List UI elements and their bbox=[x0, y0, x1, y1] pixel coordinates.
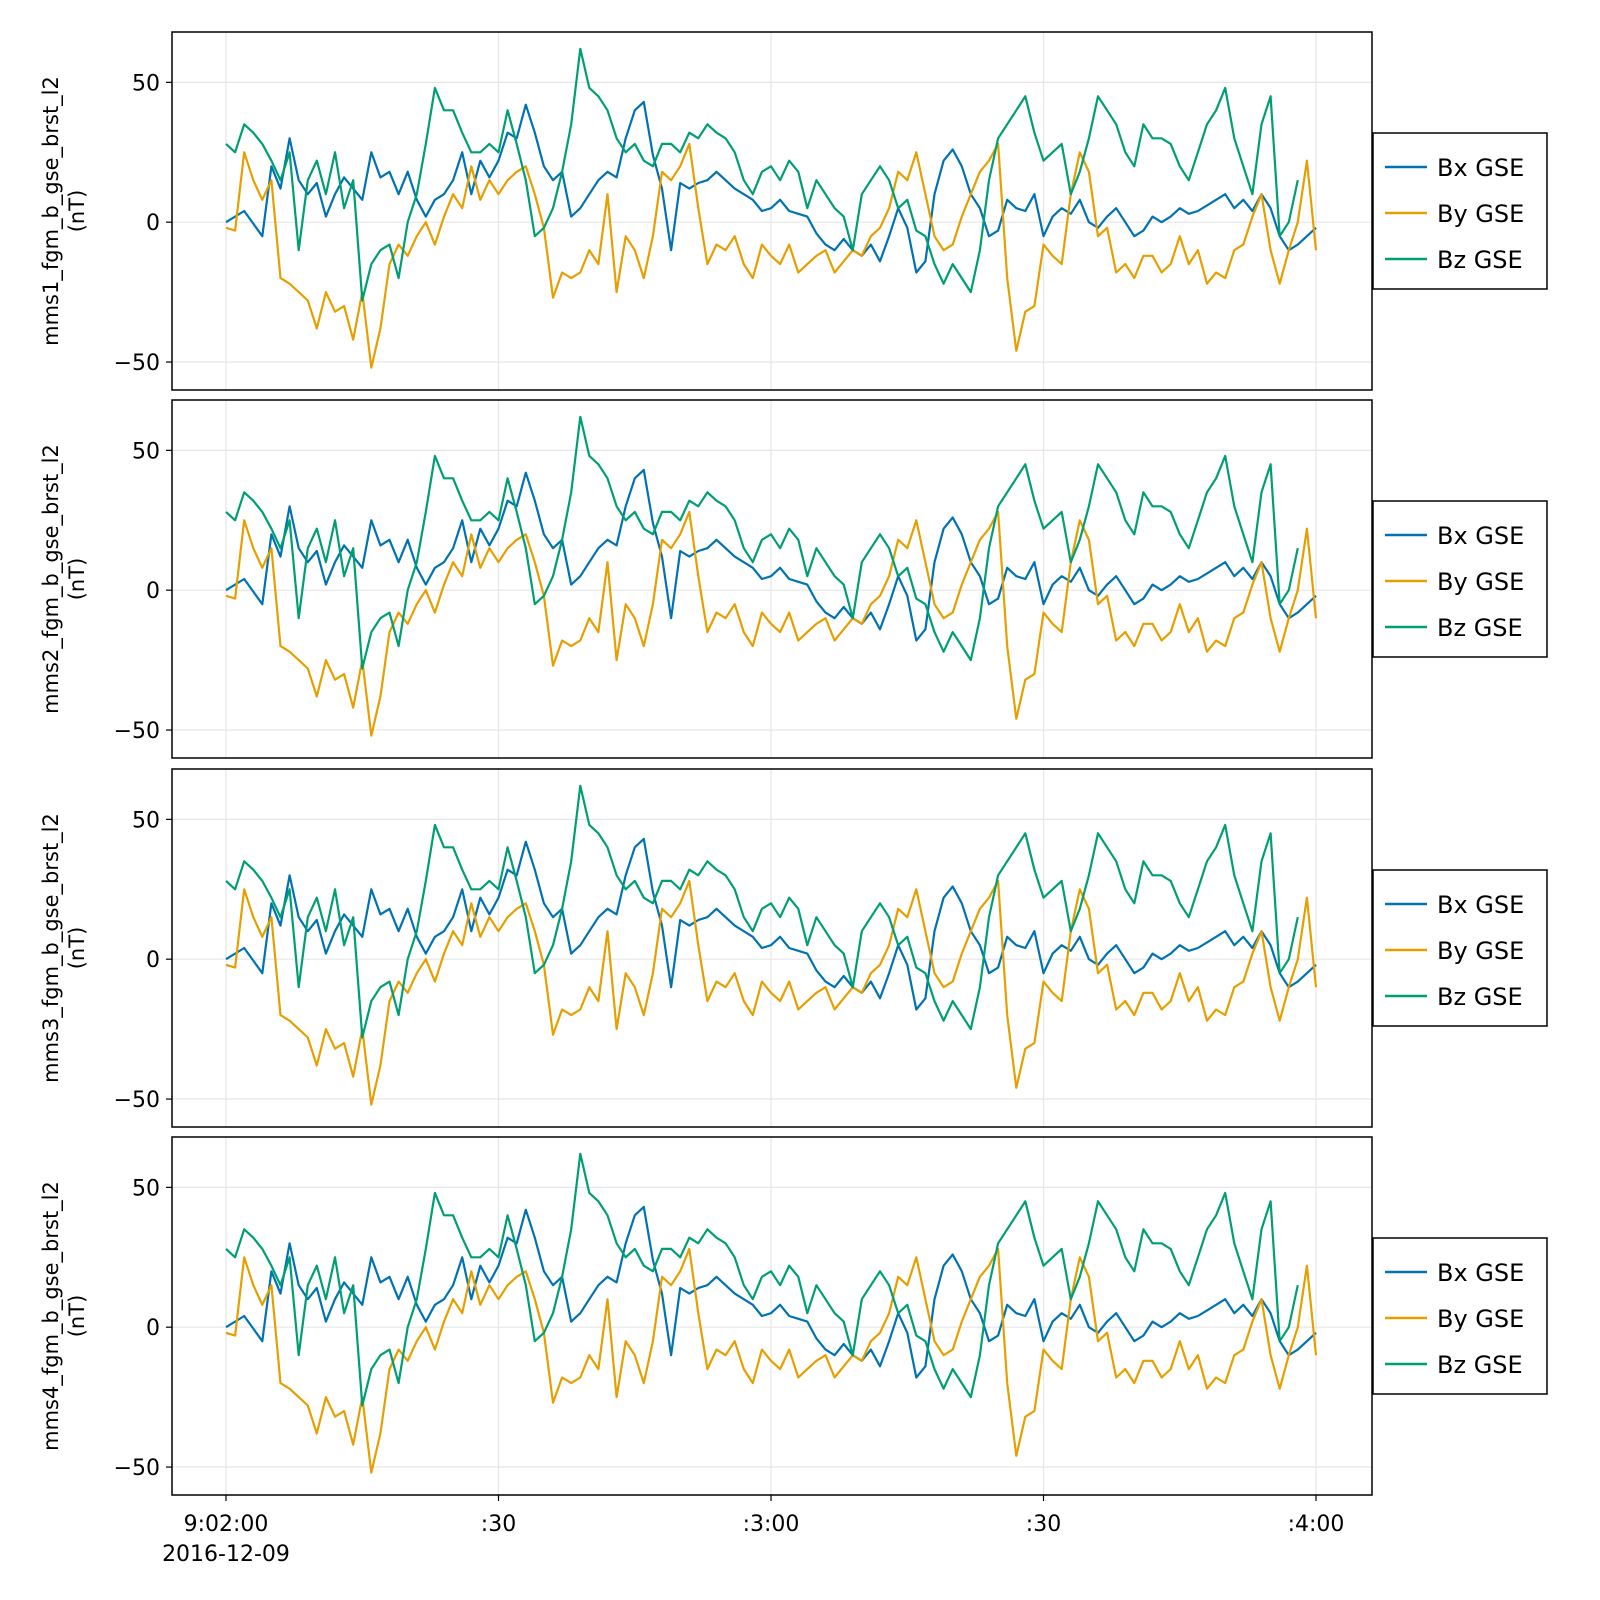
y-tick-label: 50 bbox=[132, 808, 160, 833]
y-axis-label: mms3_fgm_b_gse_brst_l2 bbox=[39, 813, 64, 1083]
legend-label: By GSE bbox=[1437, 1305, 1524, 1333]
series-line-bz-gse bbox=[225, 784, 1299, 1039]
y-axis-label: mms1_fgm_b_gse_brst_l2 bbox=[39, 76, 64, 346]
x-tick-label: :3:00 bbox=[743, 1512, 800, 1537]
y-tick-label: −50 bbox=[114, 1456, 160, 1481]
plot-frame bbox=[171, 399, 1373, 759]
legend: Bx GSE By GSE Bz GSE bbox=[1372, 1237, 1548, 1395]
panel-2: 50 0 −50 mms2_fgm_b_gse_brst_l2 (nT) Bx GSE By… bbox=[39, 399, 1548, 759]
y-tick-label: 50 bbox=[132, 1176, 160, 1201]
legend: Bx GSE By GSE Bz GSE bbox=[1372, 869, 1548, 1027]
series-line-by-gse bbox=[225, 142, 1318, 369]
legend-box bbox=[1372, 500, 1548, 658]
y-tick-label: −50 bbox=[114, 351, 160, 376]
x-tick-label: :4:00 bbox=[1288, 1512, 1345, 1537]
y-tick-label: −50 bbox=[114, 1088, 160, 1113]
legend: Bx GSE By GSE Bz GSE bbox=[1372, 132, 1548, 290]
series-line-by-gse bbox=[225, 1247, 1318, 1474]
y-axis-label: mms4_fgm_b_gse_brst_l2 bbox=[39, 1181, 64, 1451]
legend-label: Bx GSE bbox=[1437, 891, 1524, 919]
y-tick-label: 0 bbox=[146, 211, 160, 236]
legend-box bbox=[1372, 1237, 1548, 1395]
plot-frame bbox=[171, 1136, 1373, 1496]
y-axis-unit: (nT) bbox=[65, 1295, 89, 1338]
legend-label: Bz GSE bbox=[1437, 1351, 1523, 1379]
y-axis-label: mms2_fgm_b_gse_brst_l2 bbox=[39, 444, 64, 714]
plot-frame bbox=[171, 31, 1373, 391]
legend-label: Bz GSE bbox=[1437, 246, 1523, 274]
plot-frame bbox=[171, 768, 1373, 1128]
legend-label: By GSE bbox=[1437, 937, 1524, 965]
series-line-bz-gse bbox=[225, 47, 1299, 302]
legend: Bx GSE By GSE Bz GSE bbox=[1372, 500, 1548, 658]
series-line-bx-gse bbox=[225, 100, 1317, 274]
series-line-bx-gse bbox=[225, 1205, 1317, 1379]
legend-box bbox=[1372, 132, 1548, 290]
series-line-by-gse bbox=[225, 879, 1318, 1106]
y-axis-unit: (nT) bbox=[65, 927, 89, 970]
legend-label: By GSE bbox=[1437, 568, 1524, 596]
y-tick-label: 50 bbox=[132, 439, 160, 464]
x-tick-label: :30 bbox=[1026, 1512, 1061, 1537]
y-tick-label: 0 bbox=[146, 1316, 160, 1341]
y-tick-label: 0 bbox=[146, 948, 160, 973]
series-line-bz-gse bbox=[225, 415, 1299, 670]
x-tick-label: :30 bbox=[481, 1512, 516, 1537]
panel-3: 50 0 −50 mms3_fgm_b_gse_brst_l2 (nT) Bx GSE By… bbox=[39, 768, 1548, 1128]
x-date-label: 2016-12-09 bbox=[162, 1542, 290, 1567]
y-tick-label: 0 bbox=[146, 579, 160, 604]
y-tick-label: −50 bbox=[114, 719, 160, 744]
series-line-bx-gse bbox=[225, 837, 1317, 1011]
series-line-bz-gse bbox=[225, 1152, 1299, 1407]
legend-label: Bz GSE bbox=[1437, 983, 1523, 1011]
legend-label: Bx GSE bbox=[1437, 1259, 1524, 1287]
panel-1: 50 0 −50 mms1_fgm_b_gse_brst_l2 (nT) Bx GSE By… bbox=[39, 31, 1548, 391]
y-tick-label: 50 bbox=[132, 71, 160, 96]
series-line-by-gse bbox=[225, 510, 1318, 737]
series-line-bx-gse bbox=[225, 468, 1317, 642]
panel-4: 50 0 −50 mms4_fgm_b_gse_brst_l2 (nT) Bx GSE By… bbox=[39, 1136, 1548, 1496]
x-tick-label: 9:02:00 bbox=[184, 1512, 269, 1537]
legend-label: Bx GSE bbox=[1437, 154, 1524, 182]
legend-label: By GSE bbox=[1437, 200, 1524, 228]
y-axis-unit: (nT) bbox=[65, 190, 89, 233]
legend-box bbox=[1372, 869, 1548, 1027]
y-axis-unit: (nT) bbox=[65, 558, 89, 601]
legend-label: Bz GSE bbox=[1437, 614, 1523, 642]
legend-label: Bx GSE bbox=[1437, 522, 1524, 550]
